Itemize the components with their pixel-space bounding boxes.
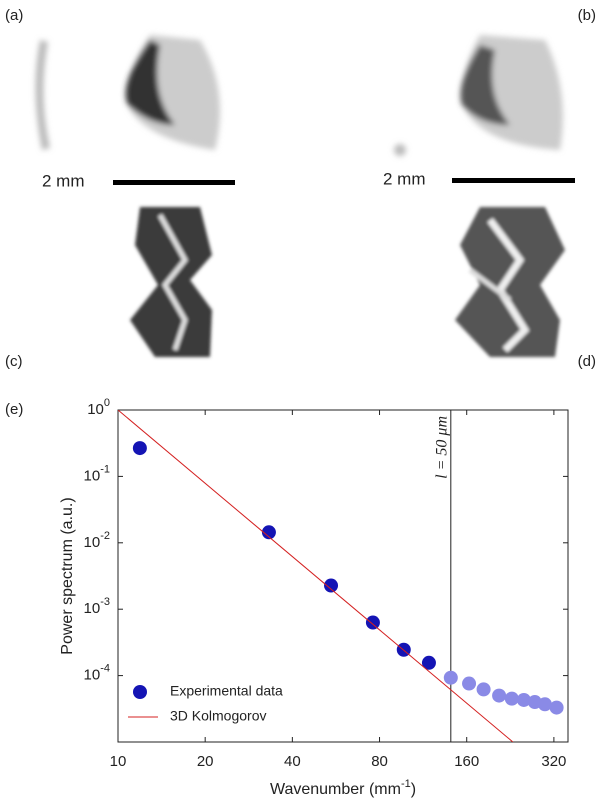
y-tick-exponent: -1 (100, 463, 110, 475)
data-point (324, 578, 339, 593)
panel-label: (c) (5, 353, 23, 370)
image-b (394, 35, 563, 156)
data-point (504, 691, 519, 706)
y-axis-label: Power spectrum (a.u.) (59, 497, 76, 654)
data-point (132, 441, 147, 456)
y-tick-label: 100 (87, 397, 110, 418)
data-point (516, 692, 531, 707)
y-tick-base: 10 (84, 667, 101, 684)
data-point (549, 700, 564, 715)
y-tick-label: 10-4 (84, 663, 110, 684)
x-axis-label-text: Wavenumber (mm (270, 781, 401, 798)
image-d (455, 207, 565, 357)
y-tick-base: 10 (84, 534, 101, 551)
kolmogorov-line (118, 410, 514, 742)
x-axis-label-tail: ) (411, 781, 416, 798)
panel-label: (e) (5, 401, 23, 418)
data-point (492, 688, 507, 703)
data-point (261, 525, 276, 540)
scale-bar-label: 2 mm (42, 171, 85, 190)
x-axis-label: Wavenumber (mm-1) (270, 778, 416, 798)
x-tick-label: 40 (284, 753, 301, 770)
x-tick-label: 320 (541, 753, 566, 770)
annotation-label: l = 50 μm (433, 416, 450, 479)
x-tick-label: 20 (197, 753, 214, 770)
x-tick-label: 80 (371, 753, 388, 770)
scale-bar-label: 2 mm (383, 169, 426, 188)
y-tick-base: 10 (87, 401, 104, 418)
scale-bar (113, 180, 235, 185)
data-point (443, 670, 458, 685)
x-axis-label-sup: -1 (401, 778, 411, 790)
legend-label: Experimental data (170, 683, 283, 699)
data-point (365, 615, 380, 630)
data-point (462, 676, 477, 691)
y-tick-base: 10 (84, 467, 101, 484)
legend-marker (133, 685, 147, 699)
image-a (35, 35, 220, 150)
legend-label: 3D Kolmogorov (170, 708, 267, 724)
y-tick-label: 10-2 (84, 530, 110, 551)
panel-label: (b) (578, 7, 596, 24)
y-tick-base: 10 (84, 600, 101, 617)
y-tick-exponent: -4 (100, 663, 110, 675)
data-point (537, 697, 552, 712)
x-tick-label: 10 (110, 753, 127, 770)
x-tick-label: 160 (454, 753, 479, 770)
plot-frame (117, 409, 569, 743)
scale-bar (452, 178, 575, 183)
panel-label: (a) (5, 7, 23, 24)
data-point (421, 655, 436, 670)
y-tick-exponent: -3 (100, 596, 110, 608)
data-point (476, 682, 491, 697)
panel-label: (d) (578, 353, 596, 370)
y-tick-exponent: 0 (104, 397, 110, 409)
y-tick-label: 10-3 (84, 596, 110, 617)
image-c (130, 207, 212, 357)
y-tick-exponent: -2 (100, 530, 110, 542)
y-tick-label: 10-1 (84, 463, 110, 484)
